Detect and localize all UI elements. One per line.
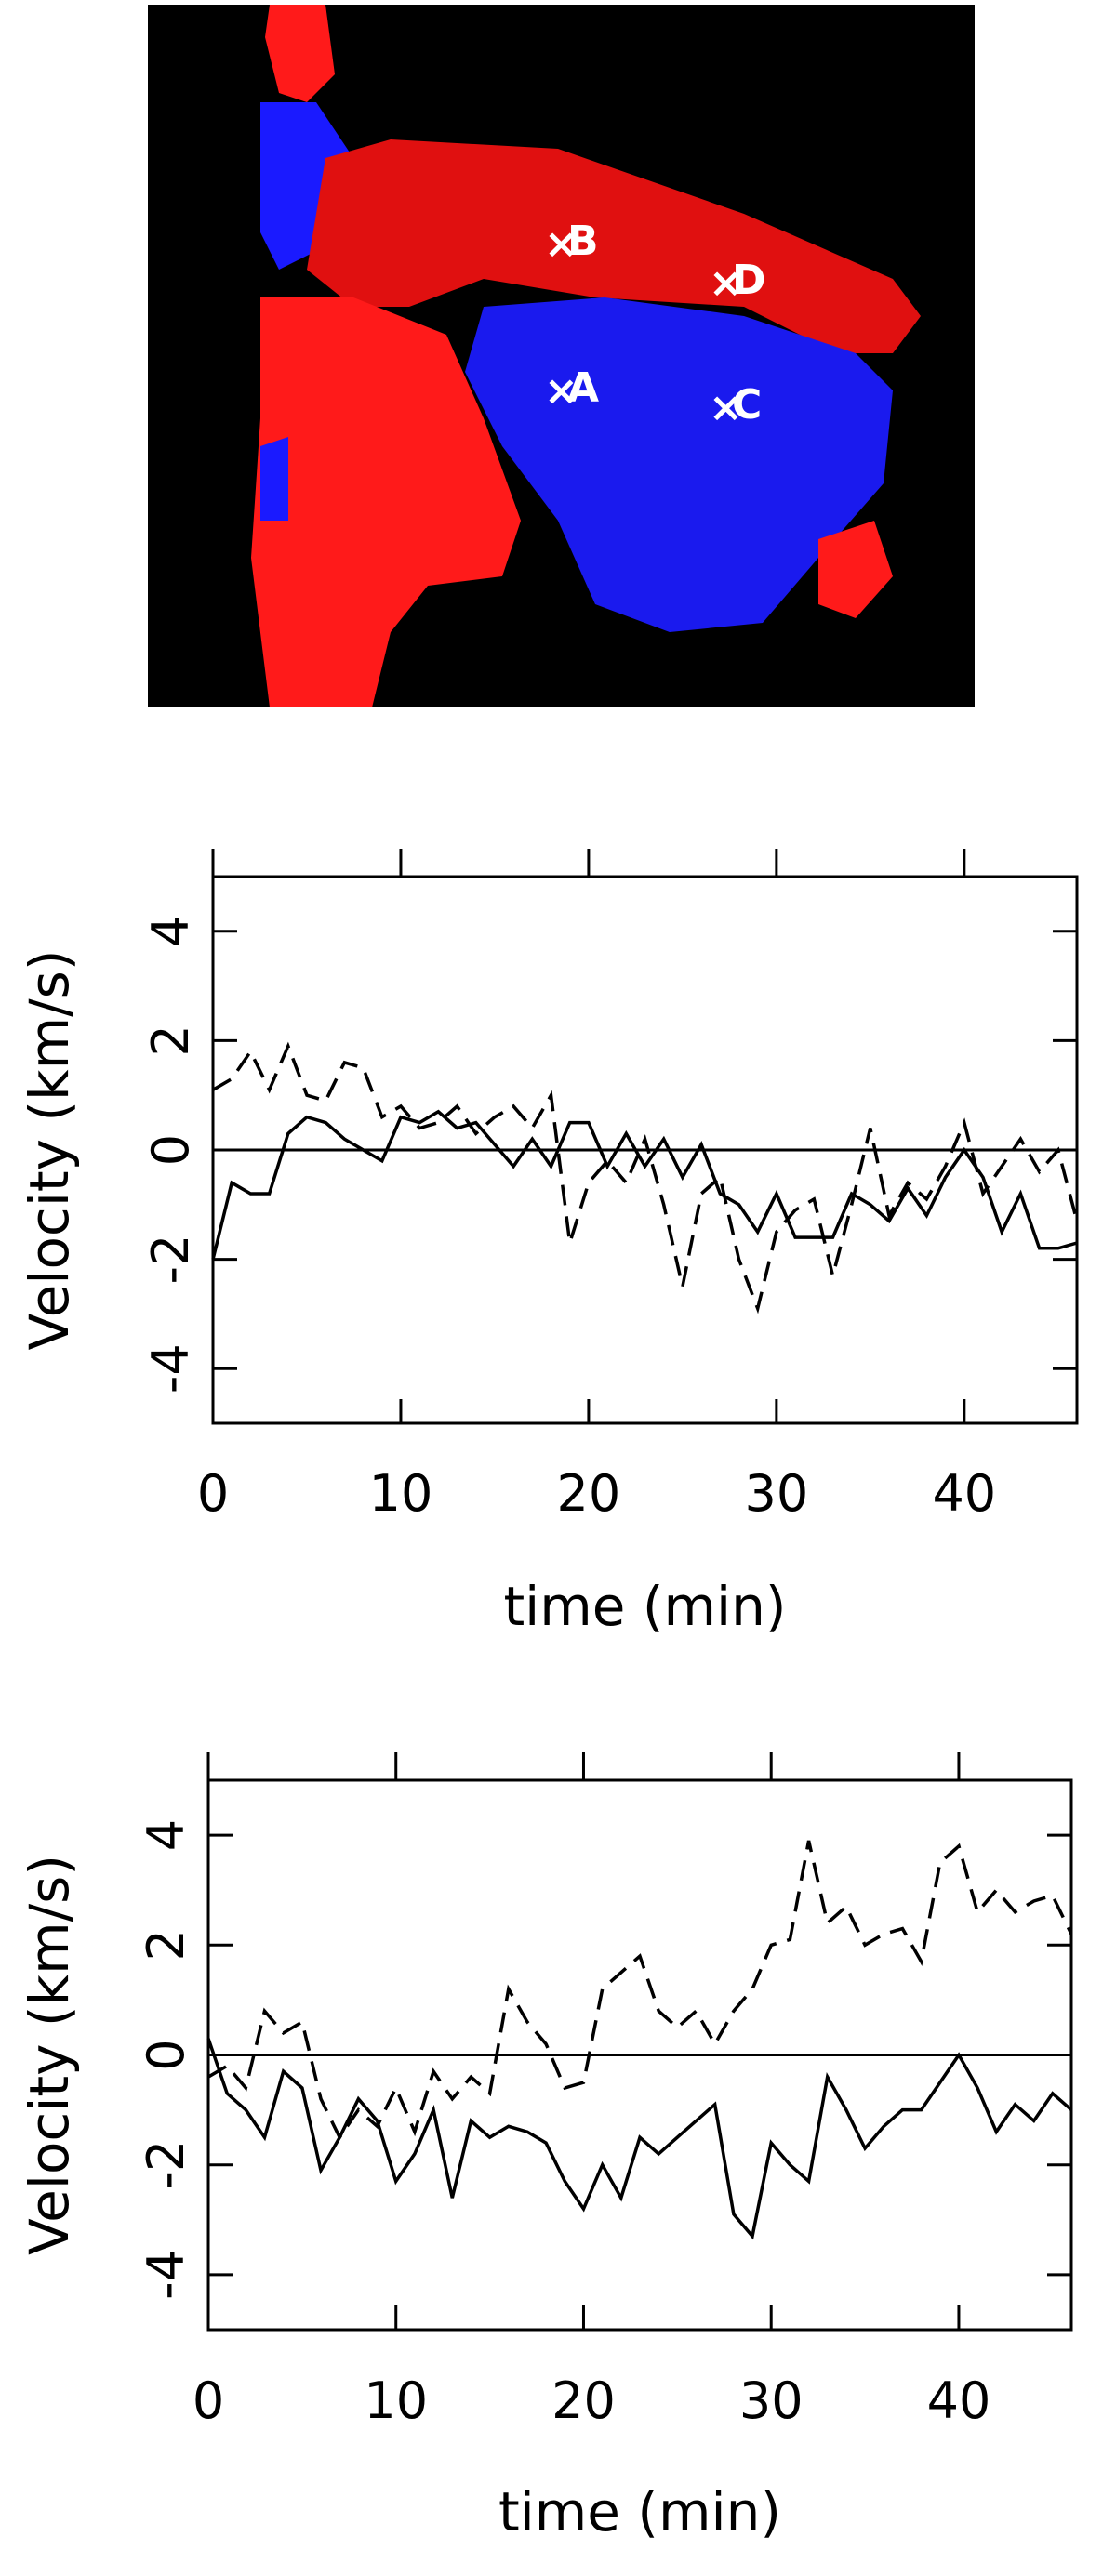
y-tick-label: 0 xyxy=(141,1134,200,1166)
data-line xyxy=(206,2038,1073,2240)
line-chart: 0 10 20 30 40 -4 -2 0 2 4 time (min) Velocity (km/s… xyxy=(18,1752,1073,2543)
data-line xyxy=(211,1109,1078,1261)
map-region xyxy=(307,139,921,353)
x-axis-label: time (min) xyxy=(498,2480,781,2543)
x-tick-label: 20 xyxy=(557,1464,621,1523)
x-tick-label: 10 xyxy=(369,1464,433,1523)
y-tick-label: -2 xyxy=(137,2140,195,2190)
y-tick-label: -4 xyxy=(141,1343,200,1394)
map-region xyxy=(265,5,335,102)
map-region xyxy=(818,521,893,618)
y-axis-label: Velocity (km/s) xyxy=(18,1855,81,2255)
data-line xyxy=(207,1840,1073,2141)
map-label: D xyxy=(732,257,766,304)
map-region xyxy=(465,297,893,632)
map-region xyxy=(251,297,521,707)
x-tick-label: 30 xyxy=(739,2371,804,2430)
y-tick-label: -2 xyxy=(141,1235,200,1285)
y-tick-label: 2 xyxy=(141,1024,200,1056)
y-axis-label: Velocity (km/s) xyxy=(18,949,81,1350)
map-marker: × xyxy=(544,367,578,415)
map-marker: × xyxy=(709,259,743,307)
y-tick-label: 4 xyxy=(141,916,200,947)
y-tick-label: -4 xyxy=(137,2250,195,2300)
y-tick-label: 4 xyxy=(137,1819,195,1851)
map-label: A xyxy=(567,364,599,412)
y-tick-label: 0 xyxy=(137,2039,195,2070)
data-line xyxy=(212,1041,1079,1314)
y-tick-label: 2 xyxy=(137,1929,195,1961)
x-tick-label: 10 xyxy=(364,2371,428,2430)
x-tick-label: 20 xyxy=(551,2371,616,2430)
line-chart: 0 10 20 30 40 -4 -2 0 2 4 time (min) Velocity (km/s… xyxy=(18,849,1079,1638)
x-tick-label: 40 xyxy=(927,2371,991,2430)
x-axis-label: time (min) xyxy=(503,1575,786,1638)
x-tick-label: 40 xyxy=(932,1464,996,1523)
map-marker: × xyxy=(544,220,578,268)
map-label: B xyxy=(567,218,599,265)
x-tick-label: 0 xyxy=(197,1464,229,1523)
velocity-map: × A × B × C × D xyxy=(148,5,975,707)
map-region xyxy=(260,437,288,521)
x-tick-label: 30 xyxy=(745,1464,809,1523)
map-label: C xyxy=(732,381,762,429)
x-tick-label: 0 xyxy=(193,2371,224,2430)
map-marker: × xyxy=(709,384,743,431)
